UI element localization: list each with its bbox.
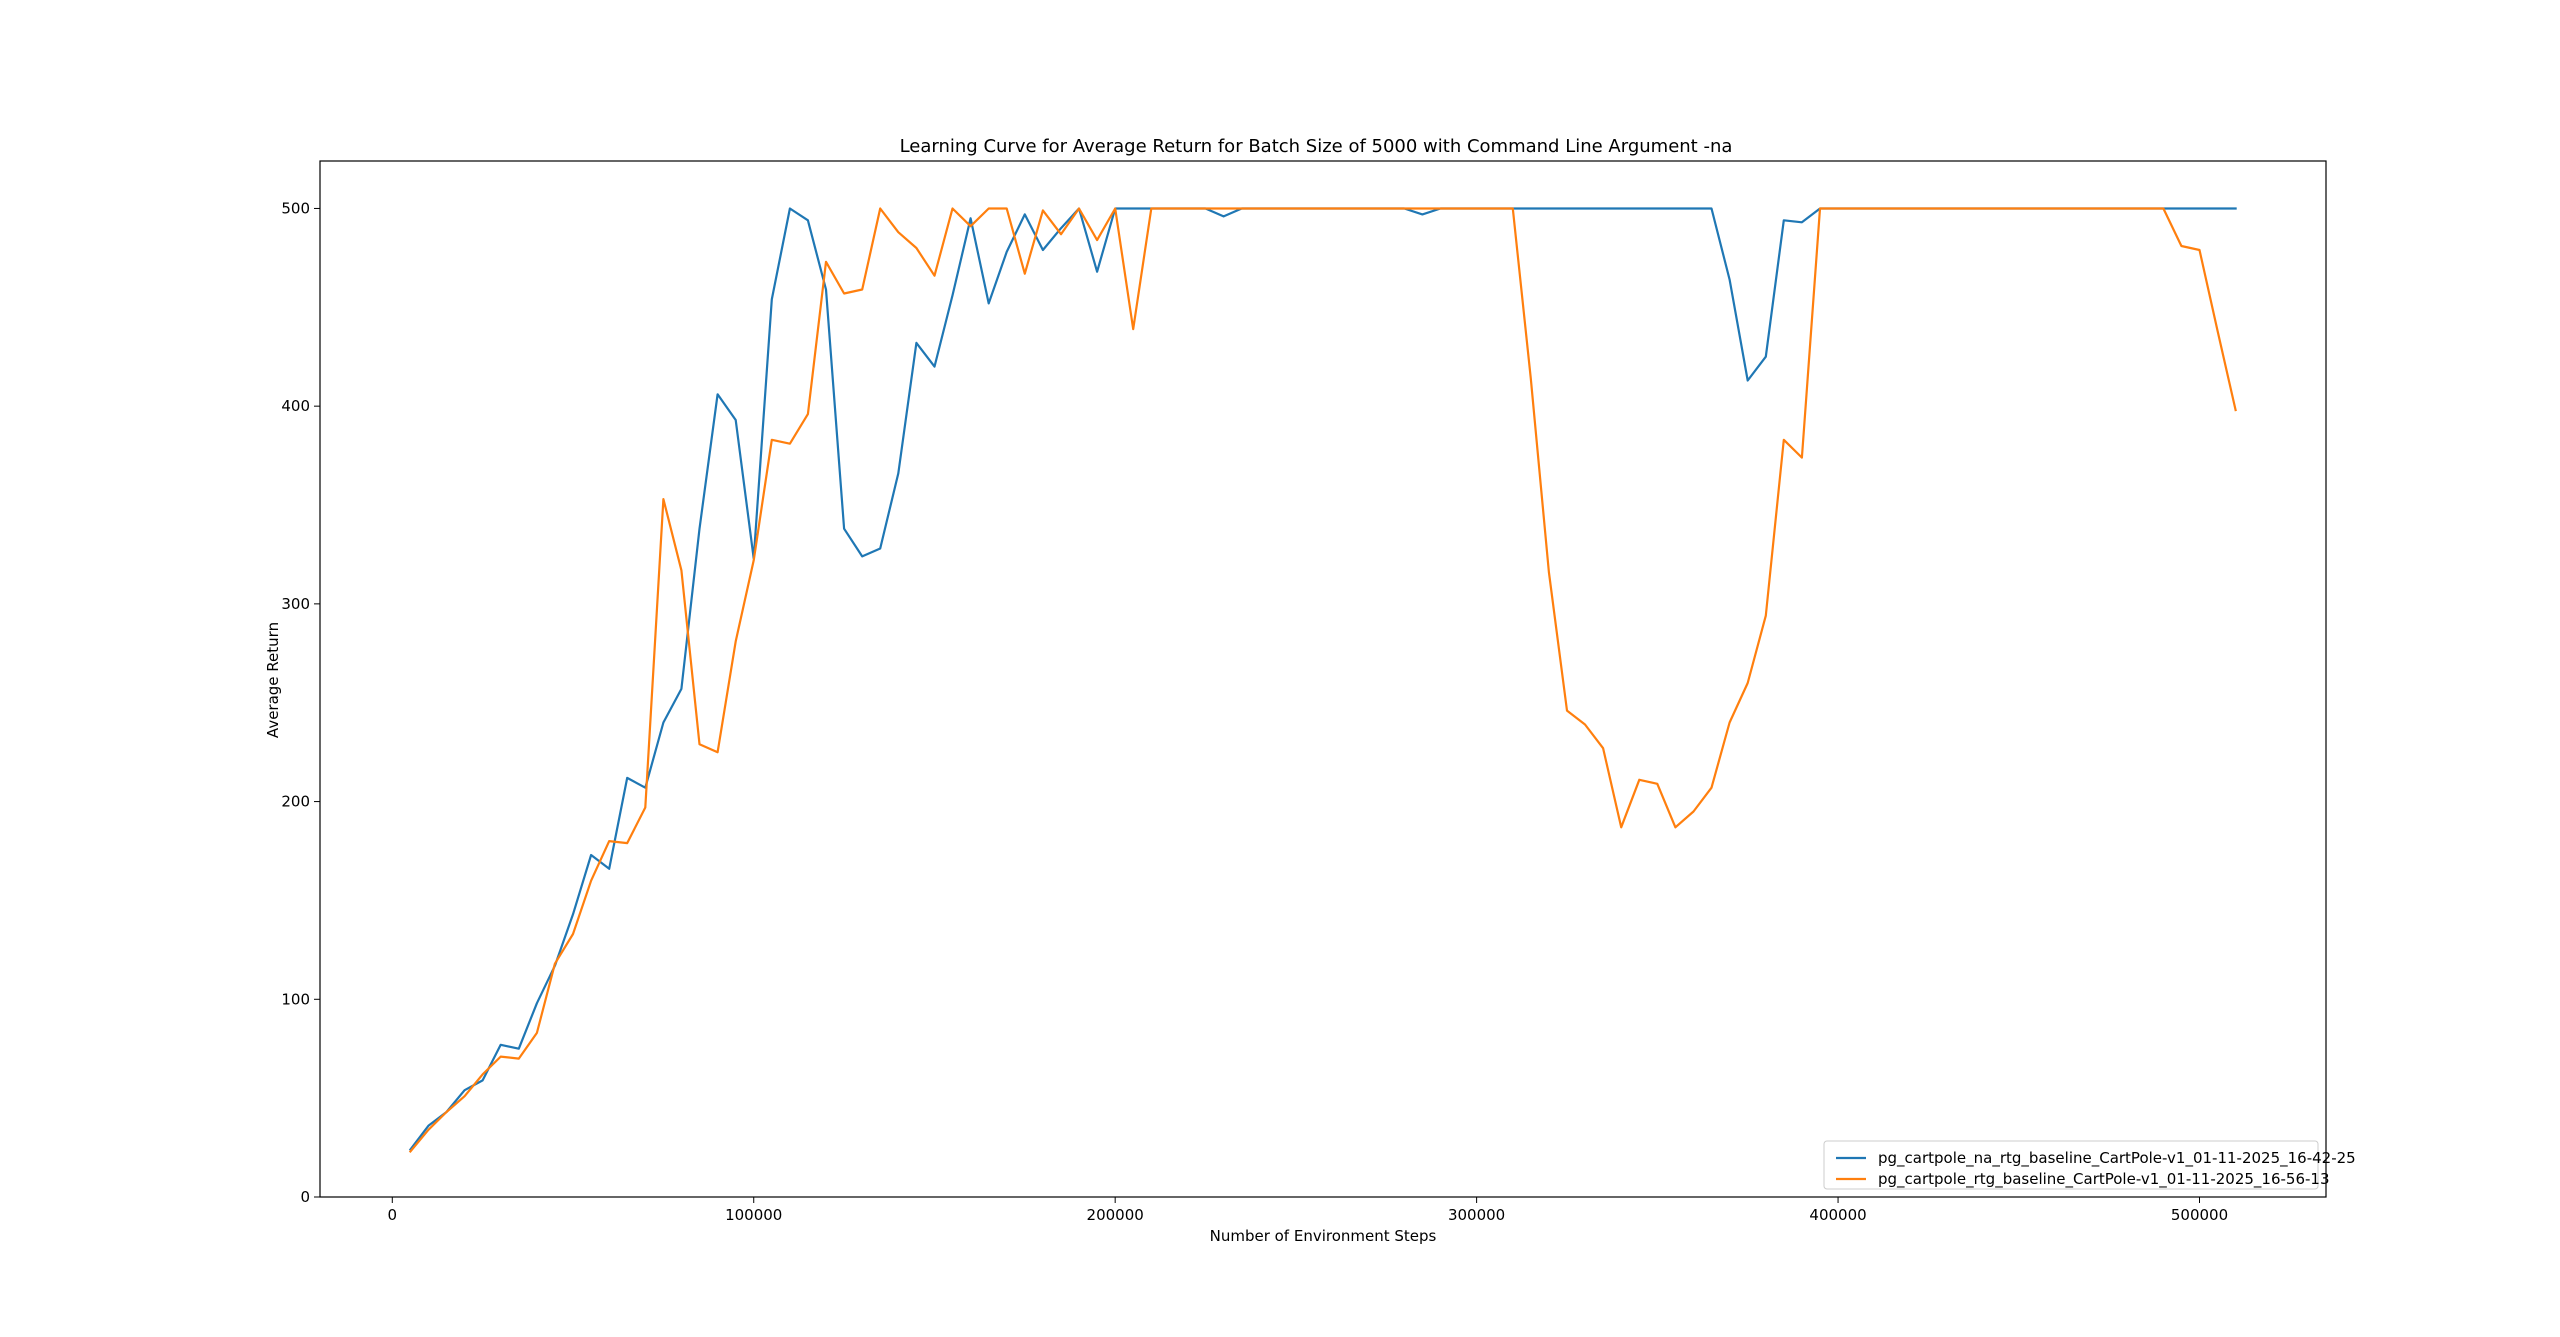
chart-title: Learning Curve for Average Return for Ba… [900,136,1733,157]
legend-entry: pg_cartpole_na_rtg_baseline_CartPole-v1_… [1836,1149,2356,1168]
y-tick-label: 300 [281,595,310,613]
series-2 [408,207,2237,1154]
y-tick-label: 400 [281,397,310,415]
x-axis-label: Number of Environment Steps [1210,1227,1437,1245]
x-axis: 0 100000 200000 300000 400000 500000 [388,1197,2228,1224]
legend-box [1823,1140,2319,1190]
series-line [408,207,2237,1154]
x-tick-label: 200000 [1087,1206,1144,1224]
legend-entry: pg_cartpole_rtg_baseline_CartPole-v1_01-… [1836,1170,2330,1189]
legend: pg_cartpole_na_rtg_baseline_CartPole-v1_… [1823,1140,2356,1190]
y-tick-label: 100 [281,990,310,1008]
legend-label: pg_cartpole_rtg_baseline_CartPole-v1_01-… [1878,1170,2330,1189]
y-tick-label: 200 [281,793,310,811]
x-tick-label: 0 [388,1206,398,1224]
x-tick-label: 500000 [2171,1206,2228,1224]
plot-frame [319,160,2327,1198]
legend-label: pg_cartpole_na_rtg_baseline_CartPole-v1_… [1878,1149,2356,1168]
y-axis: 0 100 200 300 400 500 [281,199,320,1206]
y-axis-label: Average Return [264,622,282,738]
x-tick-label: 400000 [1809,1206,1866,1224]
plot-area [319,160,2327,1198]
x-tick-label: 100000 [725,1206,782,1224]
y-tick-label: 0 [300,1188,310,1206]
legend-entries: pg_cartpole_na_rtg_baseline_CartPole-v1_… [1836,1149,2356,1189]
y-tick-label: 500 [281,199,310,217]
x-tick-label: 300000 [1448,1206,1505,1224]
series-layer [408,207,2237,1154]
